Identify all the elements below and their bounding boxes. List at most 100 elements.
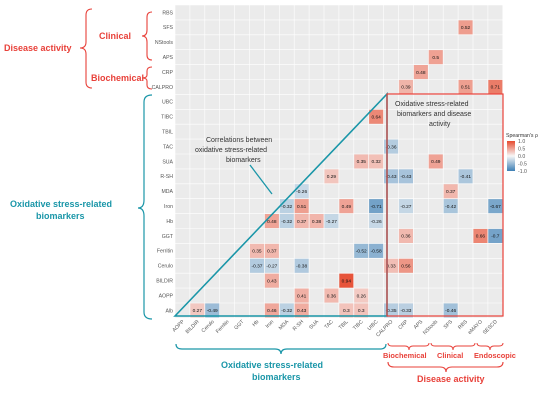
bottom-clinical-label: Clinical <box>437 351 463 360</box>
row-tick-label: BILDIR <box>156 278 173 284</box>
cell-value-label: 0.37 <box>297 219 307 225</box>
heatmap-cell <box>398 79 413 94</box>
row-tick-labels: RBS SFS NStools APS CRP CALPRO UBC TIBC TBIL TAC S… <box>152 10 174 314</box>
row-tick-label: Iron <box>164 204 173 210</box>
heatmap-cell <box>294 199 309 214</box>
row-tick-label: TBIL <box>162 129 173 135</box>
column-tick-label: UIBC <box>367 319 380 332</box>
heatmap-cell <box>354 303 369 318</box>
column-tick-label: R-SH <box>292 319 305 332</box>
cell-value-label: -0.32 <box>281 204 292 210</box>
cell-value-label: -0.27 <box>266 263 277 269</box>
cell-value-label: 0.46 <box>267 308 277 314</box>
triangle-note-line3: biomarkers <box>226 157 261 164</box>
row-tick-label: TIBC <box>161 115 173 121</box>
legend-tick-label: 0.5 <box>518 146 525 152</box>
legend-tick-label: -1.0 <box>518 169 527 175</box>
triangle-note-line1: Correlations between <box>206 137 272 144</box>
heatmap-cell <box>249 243 264 258</box>
box-note-line1: Oxidative stress-related <box>395 101 469 108</box>
heatmap-cell <box>324 288 339 303</box>
cell-value-label: -0.52 <box>356 249 367 255</box>
cell-value-label: 0.36 <box>401 234 411 240</box>
heatmap-cell <box>205 303 220 318</box>
row-tick-label: Alb <box>166 308 174 314</box>
cell-value-label: 0.51 <box>461 85 471 91</box>
heatmap-cell <box>339 199 354 214</box>
cell-value-label: 0.37 <box>446 189 456 195</box>
heatmap-cell <box>354 243 369 258</box>
heatmap-cell <box>339 273 354 288</box>
cell-value-label: -0.38 <box>296 263 307 269</box>
column-tick-label: eMAYO <box>467 319 484 336</box>
box-note-line3: activity <box>429 121 451 128</box>
row-tick-label: MDA <box>161 189 173 195</box>
cell-value-label: 0.3 <box>358 308 365 314</box>
column-tick-label: SESCD <box>482 319 499 336</box>
heatmap-cell <box>294 258 309 273</box>
cell-value-label: -0.27 <box>400 204 411 210</box>
box-note-line2: biomarkers and disease <box>397 111 471 118</box>
oxidative-left-label-line2: biomarkers <box>36 211 85 221</box>
triangle-note-pointer <box>249 164 273 195</box>
column-tick-label: TIBC <box>352 319 365 332</box>
biochemical-bottom-brace <box>387 342 430 351</box>
cell-value-label: -0.43 <box>400 174 411 180</box>
heatmap-cell <box>369 199 384 214</box>
cell-value-label: 0.37 <box>267 249 277 255</box>
heatmap-cell <box>369 243 384 258</box>
heatmap-cell <box>443 184 458 199</box>
cell-value-label: 0.43 <box>267 278 277 284</box>
heatmap-cell <box>279 303 294 318</box>
heatmap-cell <box>249 258 264 273</box>
heatmap-cell <box>264 303 279 318</box>
heatmap-cell <box>428 50 443 65</box>
biochemical-brace <box>141 66 153 90</box>
heatmap-cell <box>369 154 384 169</box>
bottom-disease-activity-label: Disease activity <box>417 374 485 384</box>
cell-value-label: -0.32 <box>281 219 292 225</box>
heatmap-cell <box>279 214 294 229</box>
heatmap-cell <box>443 303 458 318</box>
legend-tick-label: 1.0 <box>518 139 525 145</box>
heatmap-cell <box>339 303 354 318</box>
heatmap-cell <box>428 154 443 169</box>
row-tick-label: Cerulo <box>158 264 173 270</box>
heatmap-cell <box>190 303 205 318</box>
disease-activity-left-label: Disease activity <box>4 43 72 53</box>
oxidative-left-brace <box>137 94 153 320</box>
heatmap-cell <box>488 228 503 243</box>
disease-activity-outer-brace <box>79 8 93 89</box>
cell-value-label: 0.35 <box>252 249 262 255</box>
row-tick-label: CALPRO <box>152 85 173 91</box>
legend-tick-label: 0.0 <box>518 154 525 160</box>
cell-value-label: -0.7 <box>491 234 500 240</box>
column-tick-label: SUA <box>308 319 320 331</box>
column-tick-label: NStools <box>422 319 439 336</box>
cell-value-label: 0.52 <box>461 25 471 31</box>
color-legend: Spearman's ρ 1.00.5 0.0-0.5 -1.0 <box>506 133 538 175</box>
cell-value-label: 0.94 <box>342 278 352 284</box>
cell-value-label: 0.27 <box>193 308 203 314</box>
row-tick-label: NStools <box>155 40 174 46</box>
heatmap-cells: 0.52 0.5 0.48 0.39 0.51 0.71 0.64 -0.36 0.35 0.32… <box>190 20 503 318</box>
heatmap-cell <box>398 228 413 243</box>
column-tick-label: SFS <box>443 319 455 331</box>
row-tick-label: TAC <box>163 144 173 150</box>
bottom-endoscopic-label: Endoscopic <box>474 351 516 360</box>
heatmap-cell <box>264 243 279 258</box>
heatmap-cell <box>398 303 413 318</box>
heatmap-cell <box>458 20 473 35</box>
row-tick-label: AOPP <box>159 293 174 299</box>
cell-value-label: -0.27 <box>326 219 337 225</box>
cell-value-label: 0.66 <box>476 234 486 240</box>
cell-value-label: -0.26 <box>371 219 382 225</box>
cell-value-label: 0.49 <box>431 159 441 165</box>
cell-value-label: -0.36 <box>386 144 397 150</box>
cell-value-label: -0.37 <box>251 263 262 269</box>
heatmap-cell <box>324 214 339 229</box>
cell-value-label: -0.33 <box>400 308 411 314</box>
cell-value-label: 0.33 <box>386 263 396 269</box>
cell-value-label: 0.32 <box>371 159 381 165</box>
cell-value-label: -0.41 <box>460 174 471 180</box>
